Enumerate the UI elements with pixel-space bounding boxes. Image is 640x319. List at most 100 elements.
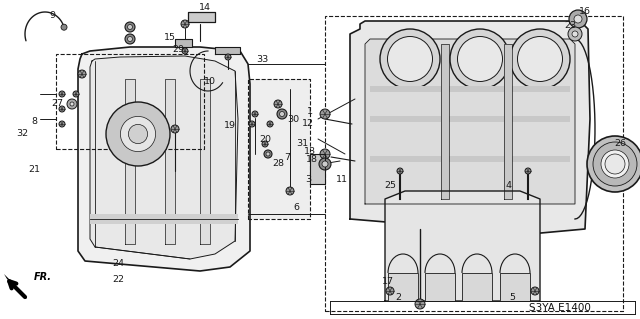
Circle shape	[78, 70, 86, 78]
Circle shape	[120, 116, 156, 152]
Polygon shape	[462, 273, 492, 301]
Text: 6: 6	[293, 203, 299, 211]
Text: S3YA E1400: S3YA E1400	[529, 303, 591, 313]
Polygon shape	[200, 79, 210, 244]
Polygon shape	[78, 47, 250, 271]
Circle shape	[182, 48, 188, 54]
Circle shape	[125, 22, 135, 32]
Polygon shape	[370, 86, 570, 92]
Circle shape	[525, 168, 531, 174]
Circle shape	[171, 125, 179, 133]
Circle shape	[129, 124, 148, 144]
Circle shape	[450, 29, 510, 89]
Text: 9: 9	[49, 11, 55, 20]
Circle shape	[225, 54, 231, 60]
Polygon shape	[175, 39, 192, 47]
Text: 5: 5	[509, 293, 515, 301]
Text: 7: 7	[284, 152, 290, 161]
Circle shape	[67, 99, 77, 109]
Polygon shape	[500, 273, 530, 301]
Text: 24: 24	[112, 259, 124, 269]
Text: 33: 33	[256, 55, 268, 63]
Text: 14: 14	[199, 4, 211, 12]
Text: 27: 27	[51, 100, 63, 108]
Text: 31: 31	[296, 139, 308, 149]
Circle shape	[280, 112, 285, 116]
Polygon shape	[248, 79, 310, 219]
Circle shape	[59, 106, 65, 112]
Circle shape	[125, 34, 135, 44]
Circle shape	[458, 36, 502, 81]
Circle shape	[320, 109, 330, 119]
Text: 29: 29	[172, 44, 184, 54]
Circle shape	[274, 100, 282, 108]
Text: 4: 4	[505, 182, 511, 190]
Text: 11: 11	[336, 174, 348, 183]
Text: 26: 26	[614, 139, 626, 149]
Polygon shape	[125, 79, 135, 244]
Text: 13: 13	[304, 146, 316, 155]
Circle shape	[380, 29, 440, 89]
Text: 17: 17	[382, 277, 394, 286]
Polygon shape	[425, 273, 455, 301]
Circle shape	[61, 24, 67, 30]
Circle shape	[267, 121, 273, 127]
Circle shape	[264, 150, 272, 158]
Text: 1: 1	[307, 107, 313, 115]
Circle shape	[262, 141, 268, 147]
Circle shape	[605, 154, 625, 174]
Circle shape	[127, 25, 132, 29]
Polygon shape	[370, 156, 570, 162]
Text: 8: 8	[31, 117, 37, 127]
Text: 28: 28	[272, 160, 284, 168]
Polygon shape	[188, 12, 215, 22]
Text: 3: 3	[305, 174, 311, 183]
Text: 32: 32	[16, 130, 28, 138]
Text: 18: 18	[306, 154, 318, 164]
Polygon shape	[165, 79, 175, 244]
Circle shape	[106, 102, 170, 166]
Circle shape	[59, 91, 65, 97]
Circle shape	[397, 168, 403, 174]
Polygon shape	[370, 116, 570, 122]
Circle shape	[572, 31, 578, 37]
Circle shape	[569, 10, 587, 28]
Circle shape	[127, 36, 132, 41]
Polygon shape	[504, 44, 512, 199]
Circle shape	[70, 102, 74, 106]
Circle shape	[568, 27, 582, 41]
Polygon shape	[388, 273, 418, 301]
Circle shape	[386, 287, 394, 295]
Polygon shape	[441, 44, 449, 199]
Circle shape	[266, 152, 270, 156]
Text: 12: 12	[302, 120, 314, 129]
Text: 20: 20	[259, 135, 271, 144]
Circle shape	[387, 36, 433, 81]
Circle shape	[601, 150, 629, 178]
Text: 21: 21	[28, 165, 40, 174]
Polygon shape	[4, 274, 27, 299]
Circle shape	[252, 111, 258, 117]
Circle shape	[277, 109, 287, 119]
Circle shape	[593, 142, 637, 186]
Polygon shape	[215, 47, 240, 54]
Bar	[325, 16, 623, 311]
Text: 23: 23	[564, 21, 576, 31]
Circle shape	[286, 187, 294, 195]
Circle shape	[59, 121, 65, 127]
Polygon shape	[90, 56, 238, 259]
Text: 30: 30	[287, 115, 299, 123]
Circle shape	[319, 158, 331, 170]
Text: 22: 22	[112, 275, 124, 284]
Circle shape	[181, 20, 189, 28]
Text: FR.: FR.	[34, 272, 52, 282]
Polygon shape	[350, 21, 590, 234]
Circle shape	[320, 149, 330, 159]
Text: 16: 16	[579, 8, 591, 17]
Circle shape	[587, 136, 640, 192]
Polygon shape	[90, 214, 238, 224]
Polygon shape	[310, 154, 325, 184]
Circle shape	[531, 287, 539, 295]
Text: 25: 25	[384, 182, 396, 190]
Circle shape	[510, 29, 570, 89]
